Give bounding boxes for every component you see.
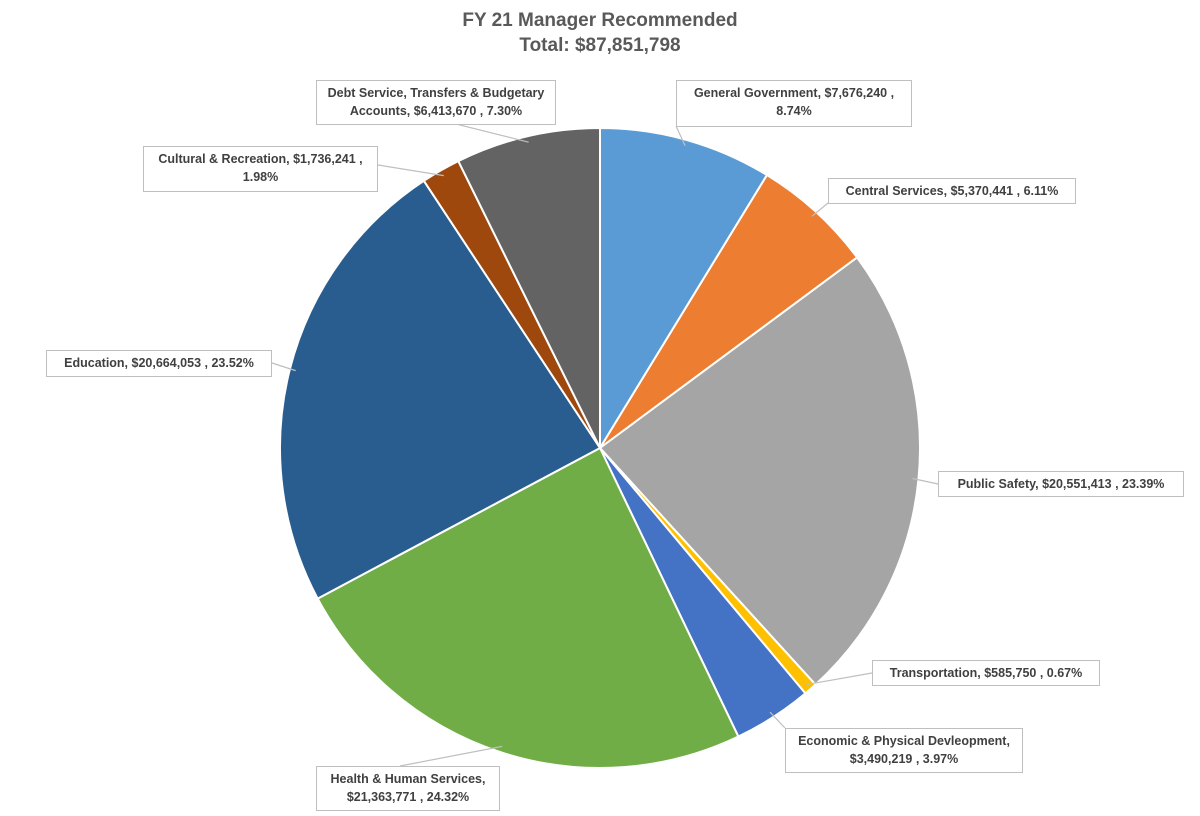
chart-title: FY 21 Manager Recommended xyxy=(462,10,738,31)
label-category: Public Safety, xyxy=(957,477,1043,491)
label-value: $3,490,219 , xyxy=(849,752,923,766)
label-percent: 0.67% xyxy=(1046,666,1083,680)
data-label: Central Services, $5,370,441 , 6.11% xyxy=(828,178,1076,204)
data-label: Health & Human Services, $21,363,771 , 2… xyxy=(316,766,500,811)
leader-line xyxy=(806,672,873,686)
label-value: $21,363,771 , xyxy=(346,790,427,804)
data-label: Public Safety, $20,551,413 , 23.39% xyxy=(938,471,1184,497)
leader-line xyxy=(271,362,296,372)
label-category: Health & Human Services, xyxy=(330,772,486,786)
label-value: $20,551,413 , xyxy=(1042,477,1123,491)
leader-line xyxy=(811,202,829,217)
leader-line xyxy=(675,125,686,147)
label-percent: 1.98% xyxy=(242,170,279,184)
label-category: Cultural & Recreation, xyxy=(158,152,294,166)
label-category: Economic & Physical Devleopment, xyxy=(798,734,1010,748)
pie-slice xyxy=(316,446,740,769)
label-category: Education, xyxy=(64,356,132,370)
label-percent: 7.30% xyxy=(486,104,523,118)
leader-line xyxy=(455,123,529,143)
leader-line xyxy=(912,477,939,485)
pie-slice xyxy=(456,126,601,449)
pie-slice xyxy=(598,256,921,687)
label-percent: 23.52% xyxy=(211,356,254,370)
label-category: Transportation, xyxy=(889,666,985,680)
label-value: $585,750 , xyxy=(984,666,1047,680)
label-percent: 3.97% xyxy=(922,752,959,766)
data-label: Debt Service, Transfers & Budgetary Acco… xyxy=(316,80,556,125)
label-value: $7,676,240 , xyxy=(824,86,895,100)
pie-slice xyxy=(599,173,859,449)
leader-line xyxy=(377,164,444,177)
data-label: Transportation, $585,750 , 0.67% xyxy=(872,660,1100,686)
label-percent: 8.74% xyxy=(776,104,812,118)
label-value: $20,664,053 , xyxy=(131,356,212,370)
label-percent: 23.39% xyxy=(1122,477,1165,491)
label-category: Central Services, xyxy=(845,184,951,198)
chart-subtitle: Total: $87,851,798 xyxy=(519,35,681,56)
pie-slice xyxy=(599,126,769,452)
label-category: General Government, xyxy=(693,86,825,100)
label-value: $6,413,670 , xyxy=(413,104,487,118)
data-label: General Government, $7,676,240 , 8.74% xyxy=(676,80,912,127)
leader-line xyxy=(399,745,503,767)
label-category: Debt Service, Transfers & Budgetary Acco… xyxy=(327,86,545,118)
leader-line xyxy=(769,711,786,729)
data-label: Education, $20,664,053 , 23.52% xyxy=(46,350,272,377)
data-label: Economic & Physical Devleopment, $3,490,… xyxy=(785,728,1023,773)
label-value: $5,370,441 , xyxy=(950,184,1024,198)
label-percent: 6.11% xyxy=(1023,184,1059,198)
label-percent: 24.32% xyxy=(426,790,470,804)
data-label: Cultural & Recreation, $1,736,241 , 1.98… xyxy=(143,146,378,192)
label-value: $1,736,241 , xyxy=(293,152,363,166)
